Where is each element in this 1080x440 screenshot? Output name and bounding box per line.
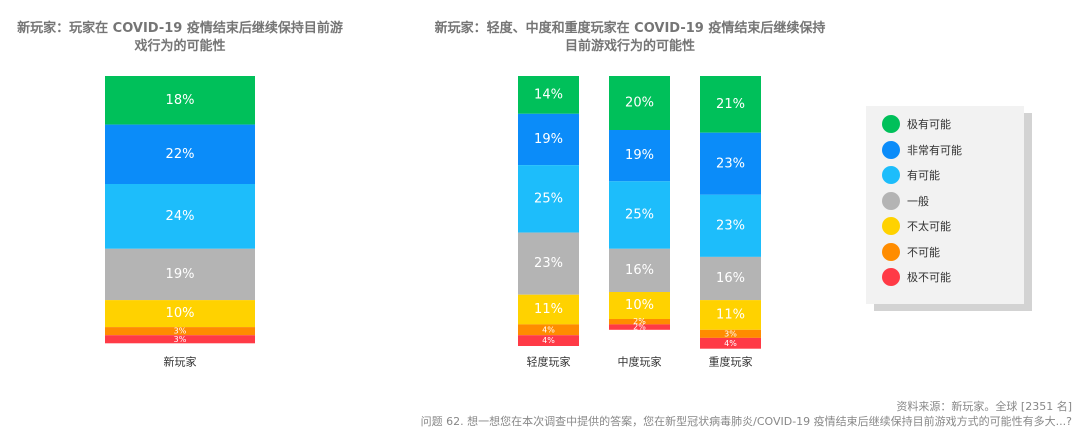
bar-data-label: 4%: [542, 336, 555, 345]
legend-swatch: [882, 191, 900, 210]
bar-data-label: 3%: [724, 329, 737, 338]
chart-title-left: 新玩家：玩家在 COVID-19 疫情结束后继续保持目前游 戏行为的可能性: [0, 20, 360, 56]
bar-data-label: 11%: [534, 302, 563, 317]
bar-data-label: 19%: [166, 267, 195, 282]
bar-segment-right-2-1: [609, 76, 670, 130]
legend-label: 不可能: [907, 245, 940, 259]
bar-segment-right-2-4: [609, 248, 670, 292]
question-note: 问题 62. 想一想您在本次调查中提供的答案，您在新型冠状病毒肺炎/COVID-…: [420, 415, 1072, 428]
legend-label: 一般: [907, 194, 929, 208]
category-label: 重度玩家: [709, 355, 753, 369]
bar-segment-right-2-6: [609, 319, 670, 325]
legend-swatch: [882, 242, 900, 261]
bar-data-label: 23%: [716, 156, 745, 171]
category-label: 新玩家: [164, 355, 197, 369]
bar-data-label: 10%: [625, 298, 654, 313]
bar-data-label: 25%: [534, 191, 563, 206]
bar-data-label: 24%: [166, 209, 195, 224]
legend-item: 极有可能: [882, 114, 951, 134]
legend: 极有可能非常有可能有可能一般不太可能不可能极不可能: [866, 106, 1024, 304]
bar-segment-left-1-6: [105, 327, 255, 336]
bar-data-label: 14%: [534, 87, 563, 102]
bar-segment-right-2-7: [609, 324, 670, 330]
legend-item: 有可能: [882, 165, 940, 185]
chart-title-left-line-2: 戏行为的可能性: [134, 39, 226, 54]
bar-data-label: 25%: [625, 208, 654, 223]
bar-segment-right-1-1: [518, 76, 579, 114]
chart-title-right-line-2: 目前游戏行为的可能性: [564, 39, 695, 54]
bar-data-label: 16%: [716, 271, 745, 286]
bar-segment-right-1-6: [518, 324, 579, 336]
bar-data-label: 21%: [716, 97, 745, 112]
bar-data-label: 2%: [633, 323, 646, 332]
bar-segment-left-1-2: [105, 124, 255, 184]
bar-segment-right-3-4: [700, 256, 761, 301]
bar-segment-right-3-2: [700, 132, 761, 195]
bar-data-label: 3%: [174, 335, 187, 344]
legend-label: 有可能: [907, 169, 940, 182]
legend-item: 一般: [882, 191, 929, 211]
bar-segment-left-1-3: [105, 184, 255, 249]
bar-segment-right-3-1: [700, 76, 761, 133]
legend-label: 极不可能: [907, 271, 951, 284]
bar-segment-right-1-5: [518, 294, 579, 325]
bar-segment-right-2-2: [609, 130, 670, 182]
bar-segment-right-1-3: [518, 165, 579, 233]
legend-swatch: [882, 217, 900, 235]
bar-segment-right-1-7: [518, 335, 579, 346]
legend-swatch: [882, 115, 900, 133]
bar-data-label: 4%: [724, 339, 737, 348]
bar-segment-right-1-4: [518, 232, 579, 295]
chart-title-right: 新玩家：轻度、中度和重度玩家在 COVID-19 疫情结束后继续保持 目前游戏行…: [405, 20, 855, 56]
bar-data-label: 23%: [534, 256, 563, 271]
bar-segment-right-3-3: [700, 194, 761, 257]
legend-swatch: [882, 268, 900, 286]
legend-label: 不太可能: [907, 220, 951, 233]
bar-data-label: 19%: [534, 132, 563, 147]
bar-segment-right-1-2: [518, 113, 579, 166]
chart-title-left-line-1: 新玩家：玩家在 COVID-19 疫情结束后继续保持目前游: [17, 21, 343, 36]
bar-segment-right-2-3: [609, 181, 670, 249]
bar-segment-right-2-5: [609, 292, 670, 319]
bar-data-label: 16%: [625, 263, 654, 278]
bar-segment-right-3-7: [700, 337, 761, 349]
category-label: 轻度玩家: [527, 355, 571, 369]
legend-item: 不可能: [882, 242, 940, 262]
legend-item: 非常有可能: [882, 140, 962, 160]
legend-item: 不太可能: [882, 216, 951, 236]
bar-data-label: 3%: [174, 327, 187, 336]
bar-data-label: 4%: [542, 325, 555, 334]
bar-data-label: 2%: [633, 317, 646, 326]
chart-title-right-line-1: 新玩家：轻度、中度和重度玩家在 COVID-19 疫情结束后继续保持: [434, 21, 826, 36]
bar-data-label: 11%: [716, 307, 745, 322]
bar-data-label: 10%: [166, 306, 195, 321]
bar-segment-right-3-5: [700, 300, 761, 330]
bar-data-label: 18%: [166, 93, 195, 108]
source-note: 资料来源：新玩家。全球 [2351 名]: [896, 400, 1072, 413]
bar-data-label: 23%: [716, 218, 745, 233]
legend-swatch: [882, 140, 900, 159]
bar-segment-right-3-6: [700, 329, 761, 338]
bar-segment-left-1-1: [105, 76, 255, 125]
legend-label: 极有可能: [907, 118, 951, 131]
category-label: 中度玩家: [618, 355, 662, 369]
bar-data-label: 20%: [625, 96, 654, 111]
bar-data-label: 19%: [625, 148, 654, 163]
legend-swatch: [882, 166, 900, 184]
bar-segment-left-1-5: [105, 300, 255, 328]
bar-segment-left-1-7: [105, 335, 255, 344]
legend-label: 非常有可能: [907, 143, 962, 157]
bar-data-label: 22%: [166, 147, 195, 162]
legend-item: 极不可能: [882, 267, 951, 287]
bar-segment-left-1-4: [105, 248, 255, 301]
